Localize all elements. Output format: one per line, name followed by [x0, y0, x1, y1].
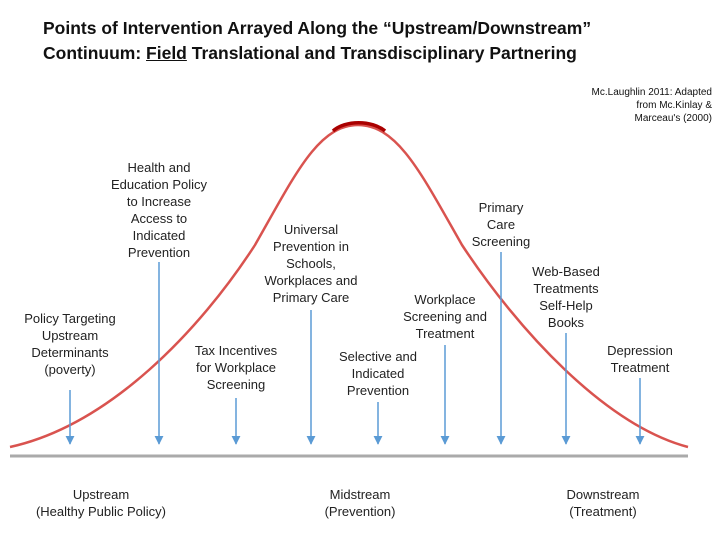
intervention-label: Policy Targeting [24, 311, 116, 326]
intervention-label: Tax Incentives [195, 343, 278, 358]
intervention-label: Indicated [133, 228, 186, 243]
intervention-label: Primary [479, 200, 524, 215]
title-line: Points of Intervention Arrayed Along the… [43, 18, 592, 38]
intervention-label: for Workplace [196, 360, 276, 375]
continuum-label: (Prevention) [325, 504, 396, 519]
continuum-label: Downstream [567, 487, 640, 502]
intervention-label: Upstream [42, 328, 98, 343]
curve-peak [331, 121, 387, 133]
intervention-label: Selective and [339, 349, 417, 364]
intervention-label: Care [487, 217, 515, 232]
intervention-label: Health and [128, 160, 191, 175]
slide-title: Points of Intervention Arrayed Along the… [43, 16, 591, 66]
intervention-label: Self-Help [539, 298, 592, 313]
citation: Mc.Laughlin 2011: Adapted from Mc.Kinlay… [592, 86, 712, 125]
intervention-label: Screening [207, 377, 266, 392]
citation-line: Marceau's (2000) [634, 113, 713, 124]
intervention-label: Treatment [611, 360, 670, 375]
intervention-label: Prevention in [273, 239, 349, 254]
intervention-label: Screening [472, 234, 531, 249]
intervention-label: Workplace [414, 292, 475, 307]
intervention-label: Treatments [533, 281, 599, 296]
continuum-label: Upstream [73, 487, 129, 502]
intervention-label: to Increase [127, 194, 191, 209]
continuum-label: (Treatment) [569, 504, 636, 519]
intervention-label: Treatment [416, 326, 475, 341]
citation-line: Mc.Laughlin 2011: Adapted [591, 87, 712, 98]
intervention-label: Depression [607, 343, 673, 358]
intervention-label: Books [548, 315, 585, 330]
intervention-label: Universal [284, 222, 338, 237]
intervention-label: Web-Based [532, 264, 600, 279]
title-emphasis: Field [146, 43, 187, 63]
intervention-label: Indicated [352, 366, 405, 381]
continuum-label: (Healthy Public Policy) [36, 504, 166, 519]
intervention-label: Screening and [403, 309, 487, 324]
intervention-label: Prevention [128, 245, 190, 260]
intervention-label: Access to [131, 211, 187, 226]
title-line: Continuum: [43, 43, 147, 63]
intervention-label: Determinants [31, 345, 109, 360]
intervention-label: Prevention [347, 383, 409, 398]
intervention-label: Workplaces and [265, 273, 358, 288]
intervention-label: Primary Care [273, 290, 350, 305]
title-line: Translational and Transdisciplinary Part… [186, 43, 577, 63]
continuum-label: Midstream [330, 487, 391, 502]
intervention-label: (poverty) [44, 362, 95, 377]
bell-curve [9, 123, 689, 449]
intervention-label: Education Policy [111, 177, 208, 192]
intervention-label: Schools, [286, 256, 336, 271]
citation-line: from Mc.Kinlay & [636, 100, 712, 111]
